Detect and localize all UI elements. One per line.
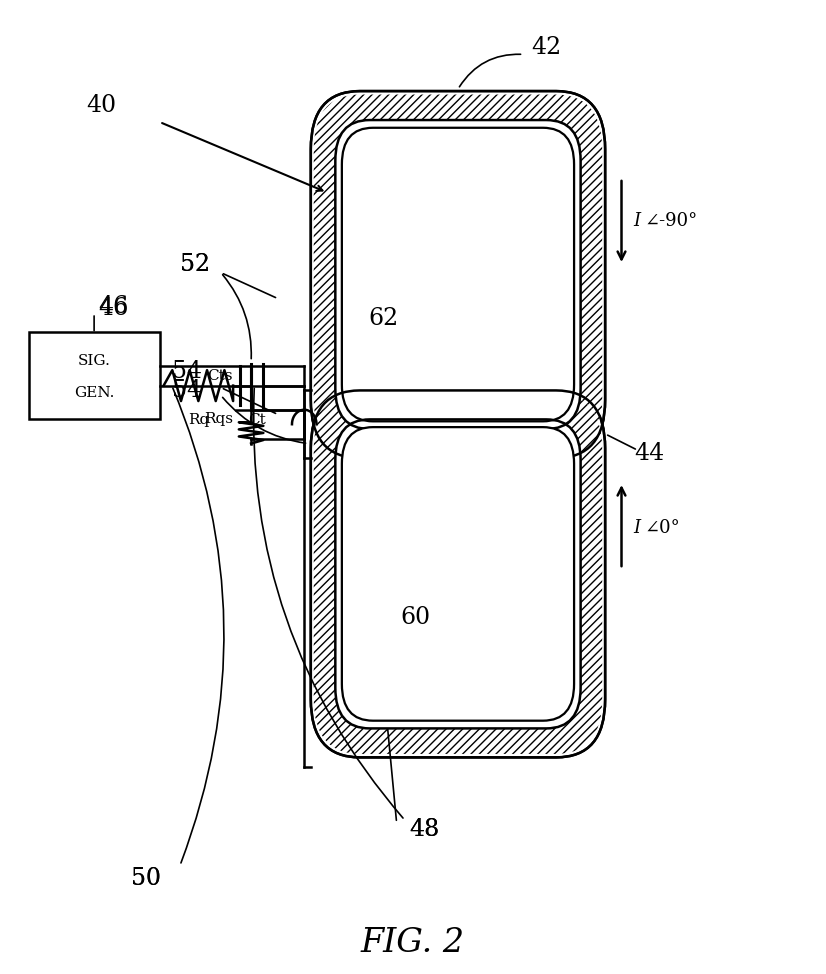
- FancyBboxPatch shape: [342, 428, 574, 721]
- Text: 46: 46: [98, 295, 129, 318]
- Text: 54: 54: [172, 379, 202, 402]
- FancyBboxPatch shape: [342, 128, 574, 422]
- Text: FIG. 2: FIG. 2: [361, 927, 465, 958]
- Text: I: I: [634, 212, 641, 231]
- Text: 48: 48: [409, 818, 439, 842]
- Text: 42: 42: [532, 36, 562, 59]
- Text: ∠0°: ∠0°: [644, 518, 680, 537]
- Text: 48: 48: [409, 818, 439, 842]
- Text: 54: 54: [172, 359, 202, 383]
- Text: Ct: Ct: [248, 413, 266, 427]
- FancyBboxPatch shape: [311, 391, 605, 758]
- Bar: [29, 332, 159, 420]
- FancyBboxPatch shape: [314, 393, 602, 754]
- Text: Cts: Cts: [207, 369, 233, 383]
- Text: 50: 50: [131, 867, 161, 889]
- FancyBboxPatch shape: [311, 92, 605, 458]
- Text: I: I: [634, 518, 641, 537]
- Text: 46: 46: [98, 297, 129, 319]
- Text: 52: 52: [180, 253, 210, 277]
- Text: Rqs: Rqs: [204, 412, 233, 427]
- Text: 40: 40: [86, 94, 116, 117]
- Text: 44: 44: [634, 441, 664, 465]
- Text: 50: 50: [131, 867, 161, 889]
- FancyBboxPatch shape: [335, 120, 581, 430]
- Text: 62: 62: [368, 307, 398, 329]
- Text: 60: 60: [401, 606, 431, 629]
- Text: GEN.: GEN.: [74, 387, 114, 400]
- FancyBboxPatch shape: [335, 420, 581, 729]
- Text: ∠-90°: ∠-90°: [644, 212, 698, 231]
- Text: Rq: Rq: [188, 413, 209, 427]
- Text: 52: 52: [180, 253, 210, 277]
- FancyBboxPatch shape: [314, 94, 602, 455]
- Text: SIG.: SIG.: [78, 355, 111, 368]
